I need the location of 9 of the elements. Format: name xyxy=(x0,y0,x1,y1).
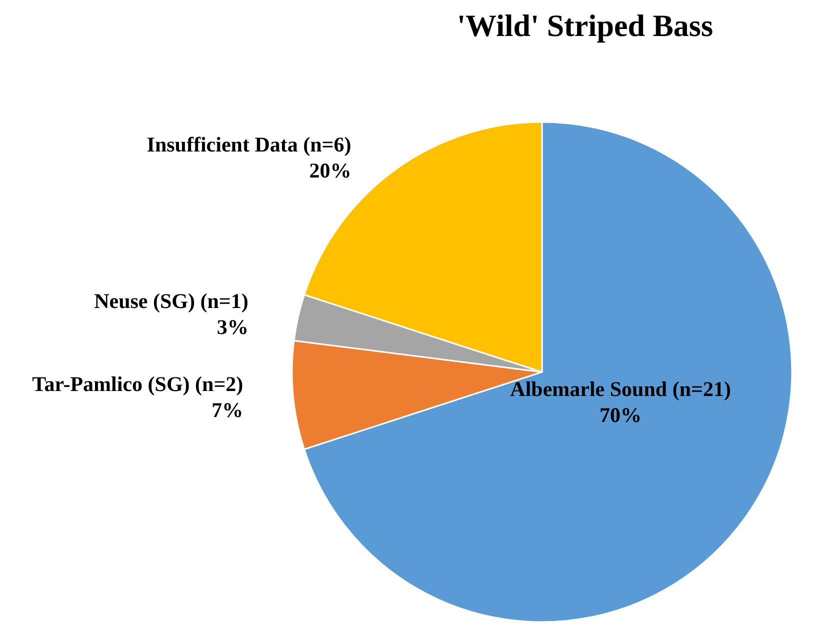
slice-label: Albemarle Sound (n=21) xyxy=(510,377,731,402)
data-label: 20% xyxy=(309,158,352,183)
data-label: 70% xyxy=(600,403,642,428)
data-label: 7% xyxy=(212,398,244,422)
data-label: 3% xyxy=(216,315,248,340)
chart-title: 'Wild' Striped Bass xyxy=(456,8,714,43)
slice-label: Insufficient Data (n=6) xyxy=(146,132,352,157)
slice-label: Neuse (SG) (n=1) xyxy=(94,289,248,314)
slice-label: Tar-Pamlico (SG) (n=2) xyxy=(32,372,244,396)
